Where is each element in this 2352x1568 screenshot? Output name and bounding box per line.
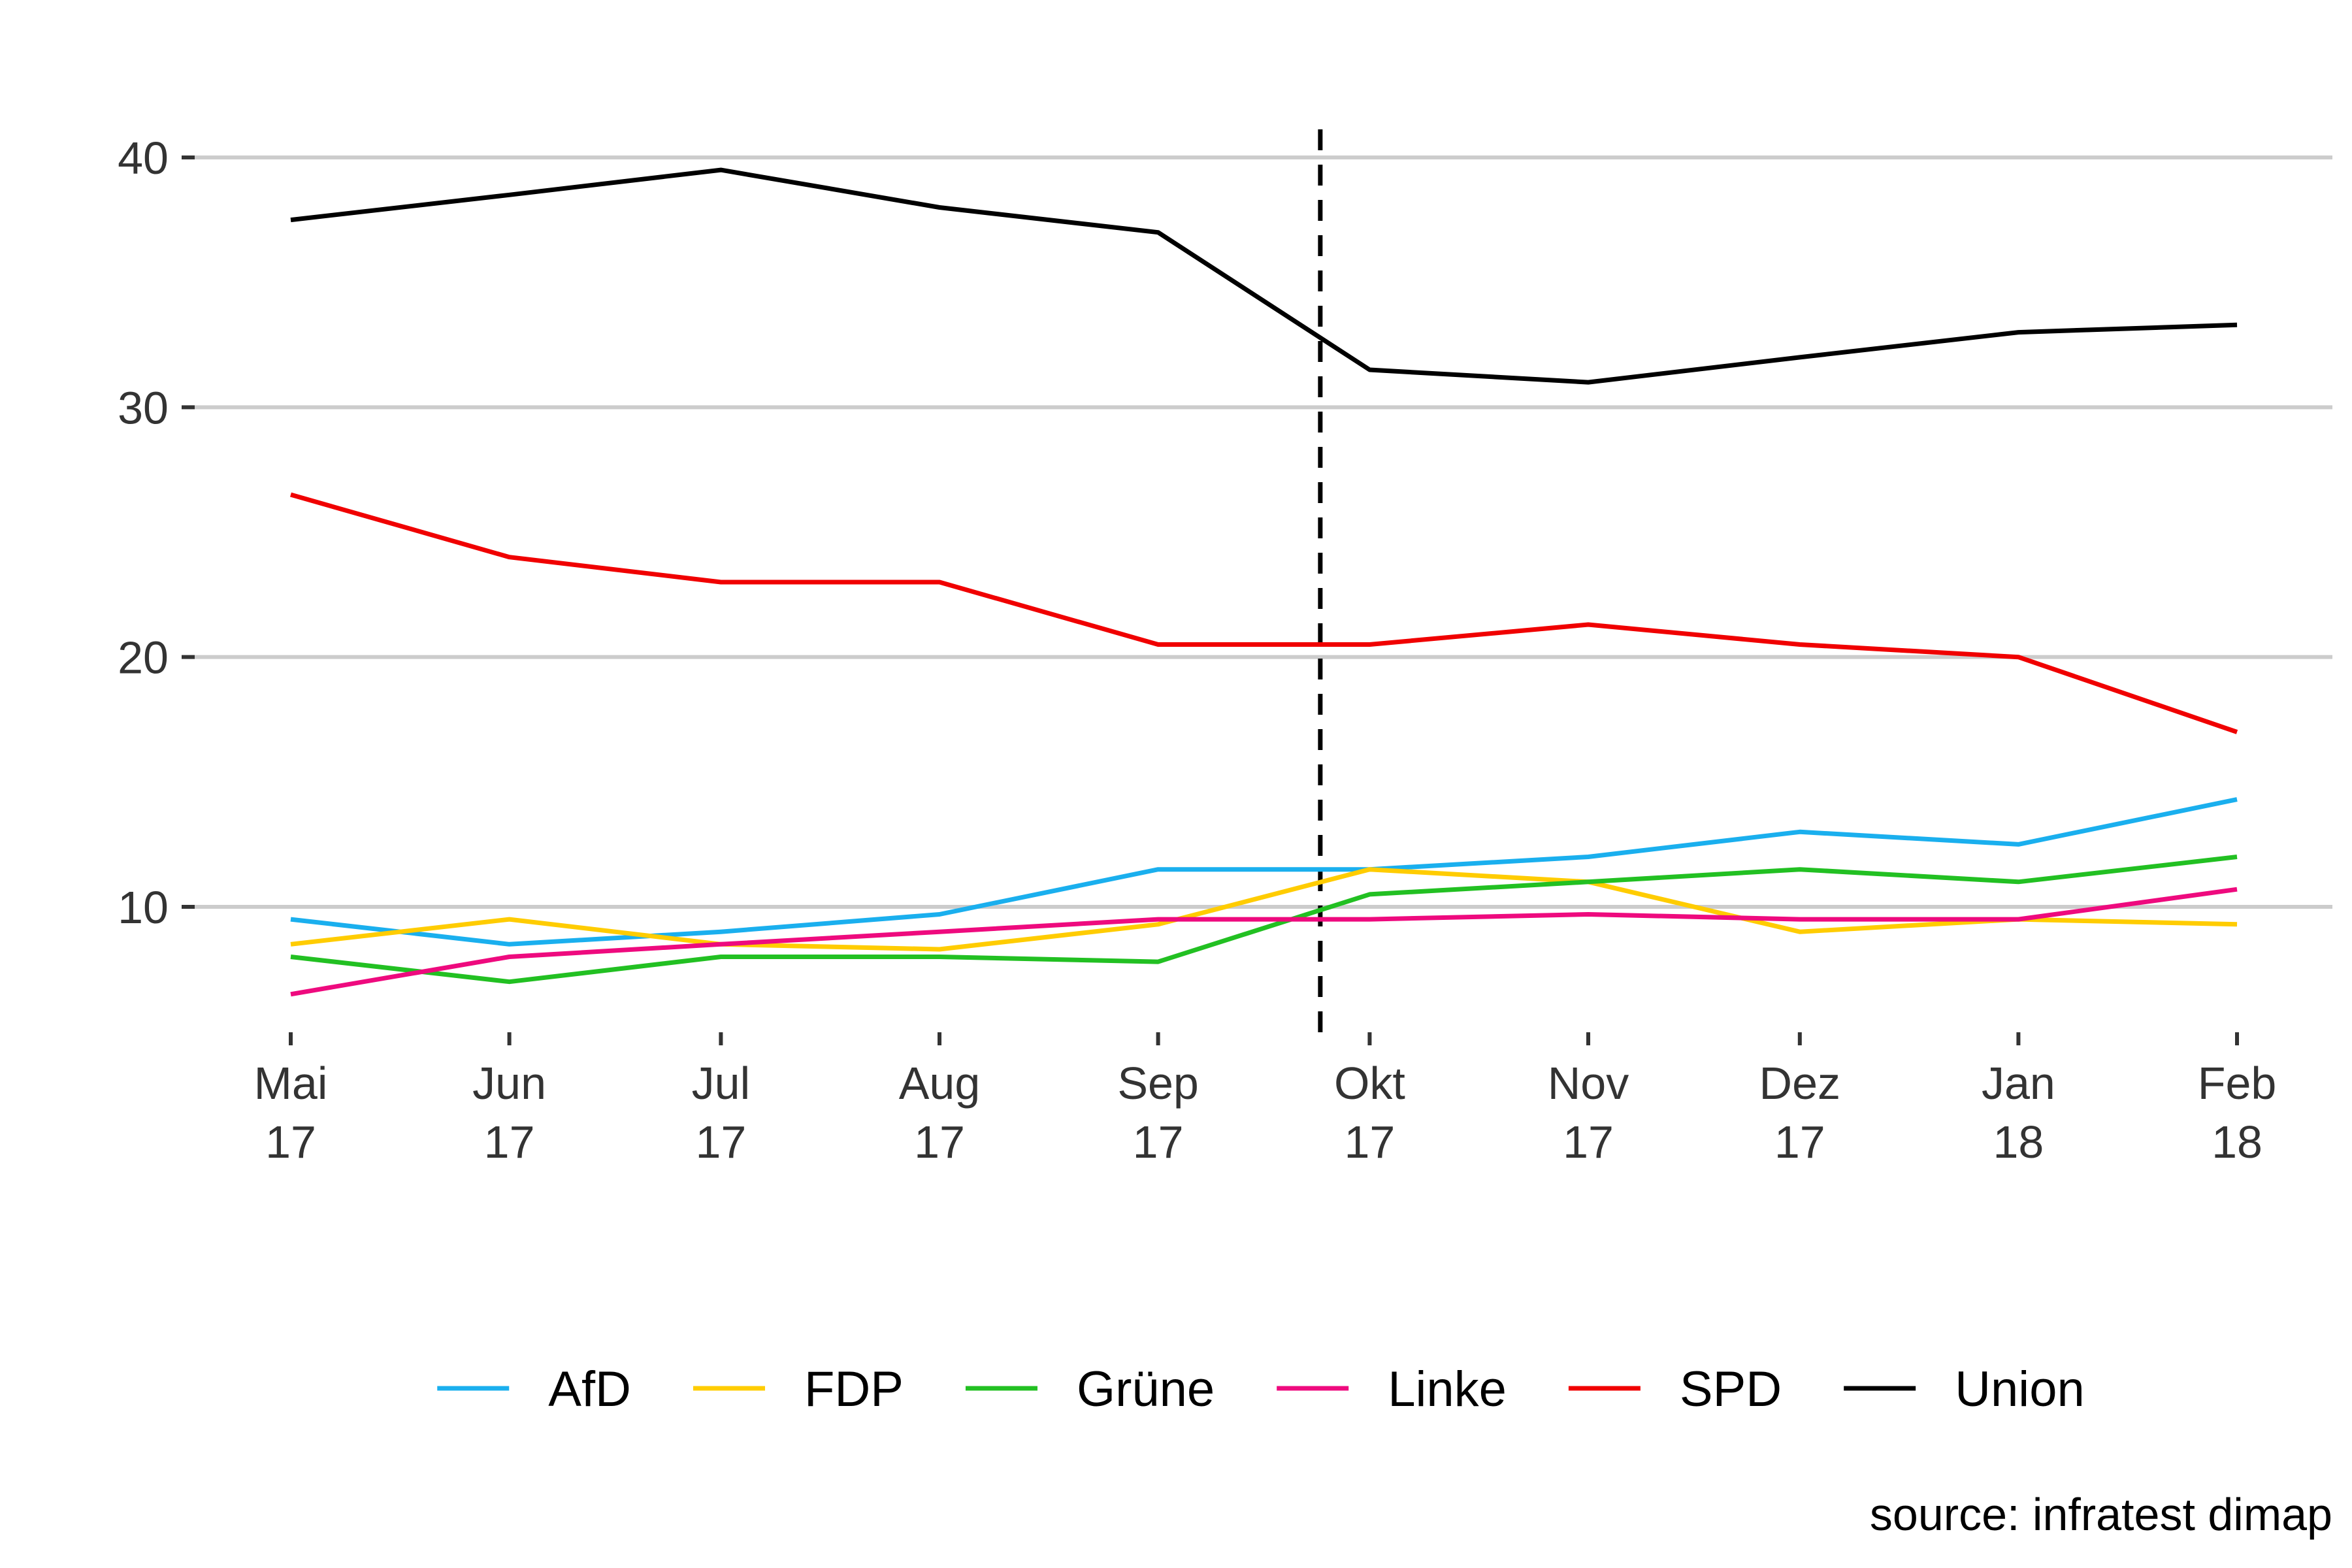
x-tick-label-year-1: 17 bbox=[484, 1117, 535, 1168]
x-tick-label-year-3: 17 bbox=[914, 1117, 965, 1168]
legend-label-linke: Linke bbox=[1388, 1362, 1507, 1417]
legend-label-afd: AfD bbox=[548, 1362, 631, 1417]
y-tick-label-10: 10 bbox=[118, 882, 169, 933]
y-tick-label-40: 40 bbox=[118, 133, 169, 184]
chart-caption: source: infratest dimap bbox=[1870, 1489, 2332, 1540]
x-tick-label-year-8: 18 bbox=[1993, 1117, 2044, 1168]
legend: AfD FDP Grüne Linke SPD Union bbox=[437, 1362, 2085, 1417]
y-tick-label-20: 20 bbox=[118, 632, 169, 683]
series-line-union bbox=[290, 167, 2238, 385]
x-tick-label-year-5: 17 bbox=[1344, 1117, 1395, 1168]
x-tick-label-month-9: Feb bbox=[2198, 1058, 2277, 1109]
x-tick-label-month-2: Jul bbox=[692, 1058, 750, 1109]
series-layer bbox=[290, 167, 2238, 997]
legend-label-union: Union bbox=[1955, 1362, 2085, 1417]
x-tick-label-year-0: 17 bbox=[265, 1117, 316, 1168]
x-tick-label-month-0: Mai bbox=[254, 1058, 328, 1109]
series-line-grüne bbox=[290, 855, 2238, 985]
legend-label-grüne: Grüne bbox=[1077, 1362, 1215, 1417]
series-line-afd bbox=[290, 797, 2238, 947]
x-tick-label-month-5: Okt bbox=[1334, 1058, 1405, 1109]
series-line-linke bbox=[290, 887, 2238, 997]
x-tick-label-year-7: 17 bbox=[1774, 1117, 1825, 1168]
x-tick-label-year-9: 18 bbox=[2212, 1117, 2262, 1168]
axis-layer: 10 20 30 40 Mai 17 Jun 17 Jul 17 Aug 17 Sep 17 Okt 17 No… bbox=[118, 133, 2276, 1168]
x-tick-label-year-6: 17 bbox=[1563, 1117, 1614, 1168]
x-tick-label-year-4: 17 bbox=[1133, 1117, 1184, 1168]
series-line-fdp bbox=[290, 867, 2238, 952]
x-tick-label-month-7: Dez bbox=[1759, 1058, 1840, 1109]
x-tick-label-year-2: 17 bbox=[695, 1117, 746, 1168]
x-tick-label-month-1: Jun bbox=[472, 1058, 546, 1109]
x-tick-label-month-3: Aug bbox=[899, 1058, 981, 1109]
legend-label-fdp: FDP bbox=[804, 1362, 904, 1417]
y-tick-label-30: 30 bbox=[118, 382, 169, 433]
series-line-spd bbox=[290, 492, 2238, 734]
x-tick-label-month-4: Sep bbox=[1117, 1058, 1199, 1109]
legend-label-spd: SPD bbox=[1680, 1362, 1782, 1417]
x-tick-label-month-8: Jan bbox=[1982, 1058, 2055, 1109]
x-tick-label-month-6: Nov bbox=[1548, 1058, 1629, 1109]
grid-layer bbox=[189, 155, 2332, 909]
